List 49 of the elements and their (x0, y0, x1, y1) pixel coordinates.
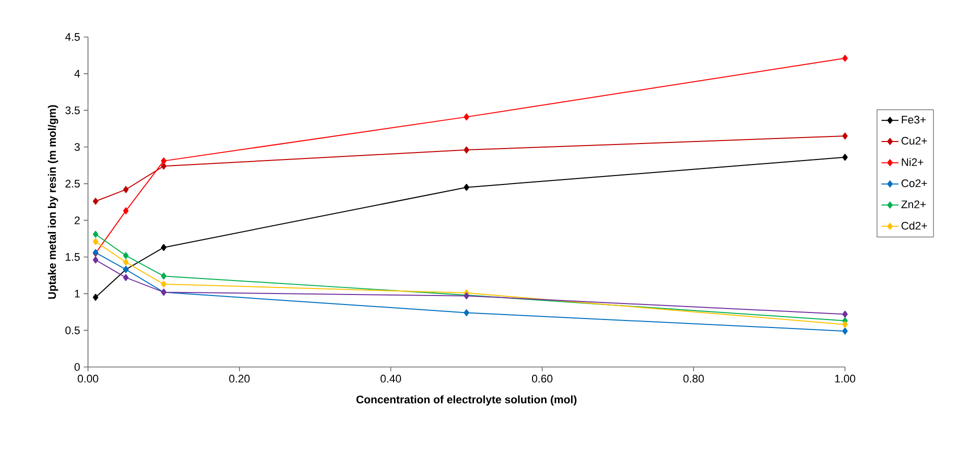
point (92, 198, 98, 205)
x-tick-label: 1.00 (835, 374, 856, 383)
y-tick-label: 4.5 (65, 33, 80, 41)
point (123, 274, 129, 282)
point (464, 113, 470, 120)
y-tick-label: 2.5 (66, 180, 80, 188)
point (842, 54, 848, 62)
point (842, 320, 848, 328)
legend-label: Co2+ (902, 179, 927, 188)
legend-label: Fe3+ (902, 116, 926, 124)
point (123, 252, 129, 260)
x-axis-title: Concentration of electrolyte solution (mol) (356, 395, 576, 406)
point (160, 244, 166, 251)
y-tick-label: 3.5 (65, 106, 80, 114)
point (160, 157, 166, 164)
point (160, 272, 166, 280)
y-tick-label: 2 (74, 216, 80, 224)
point (464, 146, 470, 154)
y-tick-label: 0.5 (65, 326, 80, 334)
point (842, 132, 848, 140)
legend-label: Cu2+ (902, 136, 927, 145)
x-tick-label: 0.40 (380, 374, 402, 383)
x-tick-label: 0.80 (683, 374, 704, 383)
point (464, 309, 470, 316)
point (123, 258, 129, 266)
point (160, 280, 166, 288)
y-axis-title: Uptake metal ion by resin (m mol/gm) (48, 105, 58, 299)
point (842, 154, 848, 161)
x-tick-label: 0.00 (78, 374, 98, 383)
legend-label: Cd2+ (902, 222, 927, 230)
y-tick-label: 0 (74, 363, 80, 371)
point (160, 162, 166, 170)
x-tick-label: 0.20 (229, 374, 250, 383)
y-tick-label: 3 (74, 143, 80, 151)
y-tick-label: 1.5 (66, 253, 80, 261)
y-tick-label: 4 (74, 70, 80, 78)
point (123, 207, 129, 214)
point (92, 230, 98, 238)
y-tick-label: 1 (74, 290, 80, 298)
point (123, 186, 129, 194)
point (464, 184, 470, 191)
legend-label: Ni2+ (902, 158, 924, 166)
point (92, 238, 98, 246)
x-tick-label: 0.60 (532, 374, 552, 383)
point (92, 256, 98, 264)
legend-label: Zn2+ (901, 200, 926, 208)
point (92, 294, 98, 301)
point (842, 328, 848, 335)
point (842, 310, 848, 318)
